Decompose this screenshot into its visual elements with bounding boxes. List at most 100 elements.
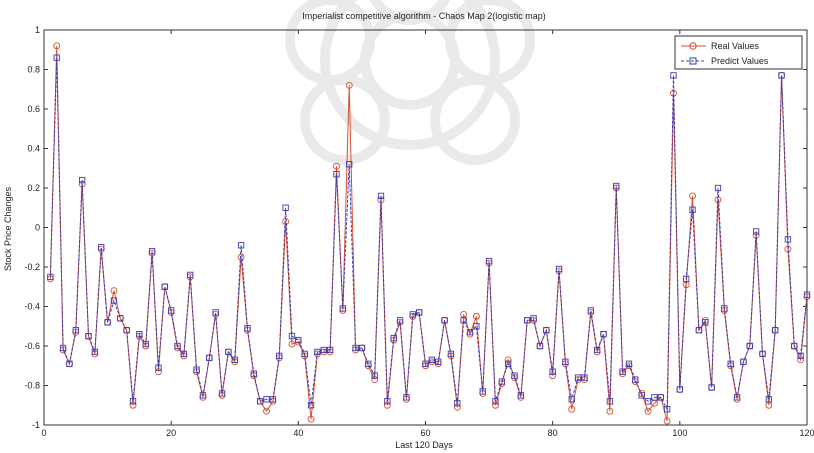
x-tick-label: 80 [548, 428, 558, 438]
data-point-predict [683, 275, 690, 282]
x-axis-label: Last 120 Days [395, 440, 453, 450]
data-point-predict [288, 332, 296, 340]
data-point-predict [155, 364, 162, 371]
data-point-predict [727, 360, 734, 367]
data-point-predict [702, 319, 709, 326]
data-point-predict [638, 392, 645, 399]
data-point-predict [791, 342, 798, 350]
y-tick-label: -1 [32, 420, 40, 430]
data-point-real [644, 407, 652, 415]
data-point-predict [594, 346, 601, 354]
data-point-predict [435, 358, 442, 365]
data-point-predict [333, 171, 340, 178]
data-point-predict [59, 344, 67, 352]
data-point-predict [644, 398, 652, 405]
data-point-predict [276, 352, 283, 360]
data-point-predict [466, 329, 474, 336]
data-point-predict [505, 360, 512, 367]
data-point-predict [746, 342, 753, 350]
data-point-predict [485, 257, 493, 265]
data-point-predict [759, 350, 766, 358]
series-line-predict [49, 57, 808, 412]
data-point-predict [371, 372, 378, 379]
x-tick-label: 40 [293, 428, 303, 438]
data-point-predict [352, 344, 359, 352]
data-point-predict [772, 327, 779, 334]
data-point-predict [384, 398, 391, 405]
chart-title: Imperialist competitive algorithm - Chao… [302, 11, 546, 21]
data-point-predict [231, 356, 238, 363]
data-point-predict [409, 311, 416, 318]
y-tick-label: 0.2 [27, 183, 40, 193]
data-point-real [53, 42, 61, 50]
y-tick-label: 1 [35, 25, 40, 35]
data-point-predict [339, 305, 346, 312]
data-point-predict [511, 372, 518, 379]
data-point-predict [326, 346, 334, 354]
y-tick-label: 0 [35, 223, 40, 233]
data-point-predict [66, 360, 73, 367]
data-point-predict [574, 374, 582, 381]
data-point-predict [708, 384, 715, 391]
data-point-predict [142, 340, 149, 348]
data-point-predict [269, 396, 277, 403]
y-tick-label: -0.6 [24, 341, 40, 351]
data-point-predict [454, 400, 461, 407]
data-point-real [568, 405, 576, 413]
data-point-real [383, 401, 391, 409]
x-tick-label: 0 [41, 428, 46, 438]
data-point-real [797, 356, 805, 364]
data-point-predict [651, 394, 658, 401]
legend-marker-real [689, 42, 697, 50]
data-point-real [345, 81, 353, 89]
data-point-predict [740, 358, 747, 365]
data-point-predict [689, 206, 696, 213]
data-point-predict [307, 402, 315, 409]
data-point-predict [358, 344, 366, 352]
data-point-predict [549, 368, 556, 375]
data-point-predict [613, 182, 620, 190]
data-point-predict [778, 72, 785, 79]
data-point-predict [632, 376, 639, 383]
data-point-real [549, 372, 557, 380]
data-point-predict [104, 319, 111, 326]
data-point-predict [606, 398, 614, 405]
data-point-predict [695, 327, 703, 334]
data-point-predict [136, 331, 143, 338]
series-predict [47, 54, 811, 413]
data-point-predict [72, 327, 79, 334]
data-point-predict [447, 350, 455, 358]
data-point-predict [555, 265, 563, 273]
y-tick-label: 0.8 [27, 65, 40, 75]
data-point-predict [422, 360, 429, 367]
data-point-real [110, 287, 118, 295]
data-point-predict [320, 346, 327, 354]
data-point-real [307, 415, 315, 423]
data-point-predict [263, 396, 270, 403]
data-point-predict [365, 360, 372, 367]
data-point-predict [619, 368, 626, 375]
data-point-predict [524, 317, 531, 324]
data-point-predict [244, 325, 251, 332]
legend-marker-predict [689, 57, 697, 65]
data-point-predict [193, 366, 200, 373]
data-point-predict [657, 394, 664, 401]
data-point-predict [110, 297, 118, 304]
data-point-predict [314, 348, 321, 356]
data-point-predict [784, 236, 792, 243]
data-point-predict [225, 348, 232, 356]
data-point-predict [295, 336, 302, 344]
data-point-predict [237, 242, 245, 249]
data-point-predict [53, 54, 60, 61]
data-point-predict [282, 204, 289, 211]
data-point-predict [587, 307, 594, 314]
y-tick-label: 0.4 [27, 144, 40, 154]
data-point-real [453, 403, 461, 411]
data-point-real [263, 407, 270, 415]
data-point-predict [85, 332, 92, 340]
data-point-real [689, 192, 696, 200]
legend-label-predict: Predict Values [711, 56, 769, 66]
x-axis-ticks: 0 20 40 60 80 100 120 [41, 30, 814, 438]
data-point-predict [479, 388, 486, 395]
